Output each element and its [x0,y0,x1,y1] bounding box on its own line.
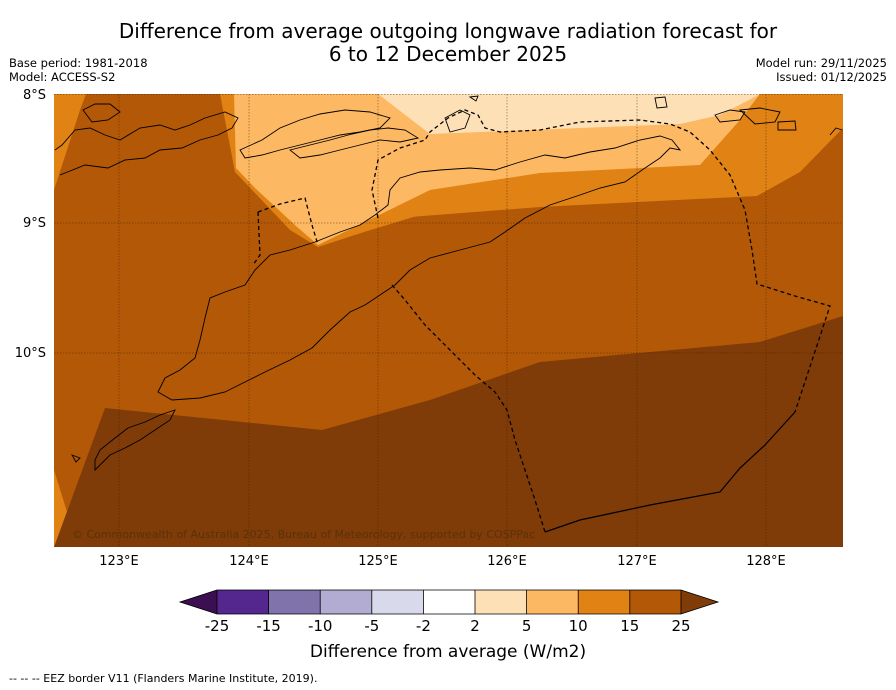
colorbar-swatch-1 [217,590,269,614]
coast-island-7 [70,454,81,463]
lon-label-123e: 123°E [99,554,139,569]
lon-label-126e: 126°E [487,554,527,569]
colorbar-tick-8: 10 [569,617,588,635]
eez-border-1 [257,197,319,246]
colorbar-tick-9: 15 [620,617,639,635]
coast-island-8 [829,127,843,136]
metadata-left: Base period: 1981-2018 Model: ACCESS-S2 [9,56,148,84]
colorbar-tick-1: -25 [205,617,230,635]
coastlines [54,95,843,472]
coast-flores [54,111,239,176]
coast-island-5 [738,107,781,125]
colorbar-swatch-below [180,590,217,614]
colorbar-swatch-4 [371,590,424,614]
base-period: Base period: 1981-2018 [9,56,148,70]
colorbar-swatch-above [681,590,718,614]
lon-label-125e: 125°E [358,554,398,569]
colorbar-tick-7: 5 [522,617,532,635]
colorbar-swatch-7 [526,590,579,614]
coast-wetar-west [289,127,420,159]
colorbar-tick-5: -2 [416,617,431,635]
colorbar-tick-6: 2 [470,617,480,635]
coast-island-9 [468,95,479,102]
coast-island-4 [714,109,746,123]
colorbar-swatch-3 [320,590,372,614]
eez-border-timor-leste [371,109,831,413]
graticule [54,94,843,547]
colorbar-swatch-2 [268,590,321,614]
colorbar-tick-3: -10 [308,617,333,635]
colorbar-swatch-8 [578,590,630,614]
colorbar-tick-4: -5 [364,617,379,635]
coast-island-3 [654,96,668,109]
anomaly-band-10-15-west [54,94,86,190]
eez-borders [252,109,831,533]
lon-label-127e: 127°E [617,554,657,569]
map-panel: © Commonwealth of Australia 2025, Bureau… [54,94,843,547]
colorbar-tick-10: 25 [671,617,690,635]
coast-alor [239,109,391,159]
model-name: Model: ACCESS-S2 [9,70,116,84]
title-line-1: Difference from average outgoing longwav… [118,19,778,43]
title-line-2: 6 to 12 December 2025 [328,42,568,66]
coast-island-6 [777,120,797,131]
colorbar-swatch-5 [423,590,475,614]
copyright-text: © Commonwealth of Australia 2025, Bureau… [72,528,535,541]
lat-label-10s: 10°S [15,346,46,361]
coast-sumba-rote [94,409,176,472]
map-axes: 8°S 9°S 10°S 123°E 124°E 125°E 126°E 127… [15,88,786,569]
coast-island-1 [82,103,121,123]
eez-border-solid [544,411,796,533]
lon-label-128e: 128°E [746,554,786,569]
coast-timor [157,135,682,401]
colorbar-dividers [216,590,682,614]
coast-island-2 [444,109,471,133]
eez-border-2 [252,211,261,266]
model-run: Model run: 29/11/2025 [755,56,887,70]
lat-label-8s: 8°S [23,88,46,103]
metadata-right: Model run: 29/11/2025 Issued: 01/12/2025 [756,56,887,84]
lon-label-124e: 124°E [229,554,269,569]
issued-date: Issued: 01/12/2025 [776,70,887,84]
colorbar-swatch-9 [629,590,681,614]
colorbar-swatch-6 [475,590,527,614]
colorbar-tick-2: -15 [256,617,281,635]
chart-title: Difference from average outgoing longwav… [0,20,896,66]
eez-border-timor-south [391,284,546,533]
anomaly-band-gt-25 [54,316,843,547]
anomaly-band-2-5 [378,94,760,134]
colorbar: -25 -15 -10 -5 -2 2 5 10 15 25 Differenc… [178,589,720,662]
lat-label-9s: 9°S [23,216,46,231]
eez-footnote: -- -- -- EEZ border V11 (Flanders Marine… [9,672,318,685]
colorbar-label: Difference from average (W/m2) [310,642,586,662]
